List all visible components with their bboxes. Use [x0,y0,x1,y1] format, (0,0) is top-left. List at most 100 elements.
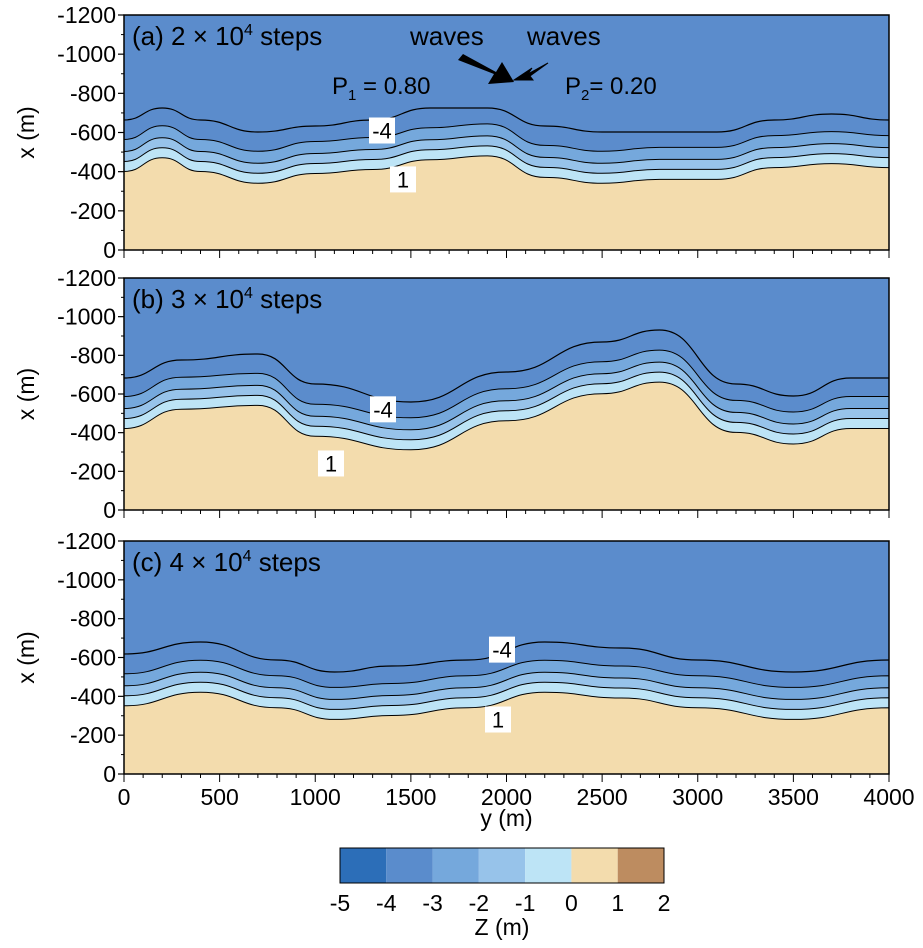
x-tick-label: 1000 [290,784,341,810]
y-tick-label: -600 [70,645,116,671]
colorbar-tick-label: 2 [658,890,671,916]
y-tick-label: -400 [70,683,116,709]
y-tick-label: -400 [70,159,116,185]
y-axis-label: x (m) [13,106,39,158]
panel-title-prefix: (a) 2 [132,21,193,51]
panel-title-times: × 10 [191,547,242,577]
colorbar-swatch [571,848,618,883]
x-tick-label: 500 [200,784,238,810]
x-tick-label: 2500 [577,784,628,810]
panel-title-suffix: steps [251,547,320,577]
y-tick-label: 0 [103,237,116,263]
contour-line-minus4 [124,641,889,673]
x-tick-label: 3500 [768,784,819,810]
panel-title-exponent: 4 [244,285,253,302]
y-tick-label: -1200 [57,528,116,554]
contour-field [124,15,889,250]
colorbar-tick-label: -5 [330,890,350,916]
contour-label: 1 [492,708,504,733]
panel-title-times: × 10 [193,284,244,314]
y-tick-label: -800 [70,606,116,632]
y-tick-label: -600 [70,381,116,407]
p1-annotation: P1 = 0.80 [332,73,430,104]
colorbar-swatch [617,848,664,883]
contour-field [124,278,889,510]
panel-b: -1200 -1000 -800 -600 -400 -200 0 x (m) (b) 3 × … [13,265,890,523]
contour-line-minus4 [124,329,889,403]
panel-title: (b) 3 × 104 steps [132,284,322,314]
y-tick-label: -1000 [57,304,116,330]
panel-title-times: × 10 [193,21,244,51]
x-tick-label: 2000 [481,784,532,810]
contour-label-bg [485,706,511,733]
y-tick-label: -800 [70,342,116,368]
wave-arrow-small [512,62,549,81]
x-tick-label: 0 [118,784,131,810]
panel-title-prefix: (b) 3 [132,284,193,314]
x-tick-label: 3000 [672,784,723,810]
colorbar-swatch [478,848,526,883]
colorbar-swatch [386,848,433,883]
contour-label: -4 [372,119,392,144]
colorbar-tick-label: 1 [611,890,624,916]
colorbar-swatch [432,848,479,883]
p1-subscript: 1 [348,87,356,104]
p1-value: = 0.80 [356,73,430,100]
contour-label: -4 [492,638,512,663]
y-tick-label: -200 [70,458,116,484]
y-tick-label: -600 [70,120,116,146]
contour-label-bg [370,396,396,423]
y-tick-label: 0 [103,761,116,787]
panel-title-prefix: (c) 4 [132,547,191,577]
panel-title-suffix: steps [253,284,322,314]
colorbar-swatch [525,848,572,883]
x-axis-label: y (m) [480,805,532,831]
panel-title-exponent: 4 [244,22,253,39]
panel-title: (a) 2 × 104 steps [132,21,322,51]
contour-label-bg [318,450,344,477]
y-axis-label: x (m) [13,368,39,420]
colorbar-tick-label: -2 [469,890,489,916]
y-tick-label: -1000 [57,567,116,593]
colorbar-tick-label: -4 [376,890,397,916]
panel-title-exponent: 4 [243,548,252,565]
x-tick-label: 4000 [863,784,914,810]
y-tick-label: -1200 [57,2,116,28]
contour-label-bg [369,117,395,144]
y-tick-label: -800 [70,80,116,106]
contour-label-bg [390,166,416,193]
p2-value: = 0.20 [589,73,656,100]
y-tick-label: -200 [70,722,116,748]
contour-label: 1 [397,167,409,192]
colorbar-swatch [340,848,387,883]
y-tick-label: -1200 [57,265,116,291]
panel-title: (c) 4 × 104 steps [132,547,321,577]
wave-arrow-big [458,54,514,84]
contour-line-minus4 [124,107,889,133]
panel-title-suffix: steps [253,21,322,51]
y-axis-label: x (m) [13,631,39,683]
y-tick-label: -200 [70,198,116,224]
waves-label-small: waves [526,21,601,51]
sand-fill [124,381,889,510]
colorbar-label: Z (m) [475,914,530,940]
y-tick-label: -1000 [57,41,116,67]
p2-symbol: P [565,73,581,100]
p2-subscript: 2 [581,87,589,104]
waves-label-big: waves [409,21,484,51]
y-tick-label: -400 [70,420,116,446]
colorbar-frame [339,847,665,884]
colorbar-tick-label: -3 [422,890,442,916]
contour-label: -4 [373,397,393,422]
panel-c: -1200 -1000 -800 -600 -400 -200 0 x (m) (c) 4 × … [13,528,890,787]
colorbar-tick-label: 0 [565,890,578,916]
colorbar-tick-label: -1 [515,890,535,916]
sand-fill [124,155,889,250]
contour-label: 1 [325,451,337,476]
y-tick-label: 0 [103,497,116,523]
sand-fill [124,691,889,774]
panel-a: -1200 -1000 -800 -600 -400 -200 0 x (m) (a) 2 × … [13,2,890,263]
x-tick-label: 1500 [385,784,436,810]
p1-symbol: P [332,73,348,100]
